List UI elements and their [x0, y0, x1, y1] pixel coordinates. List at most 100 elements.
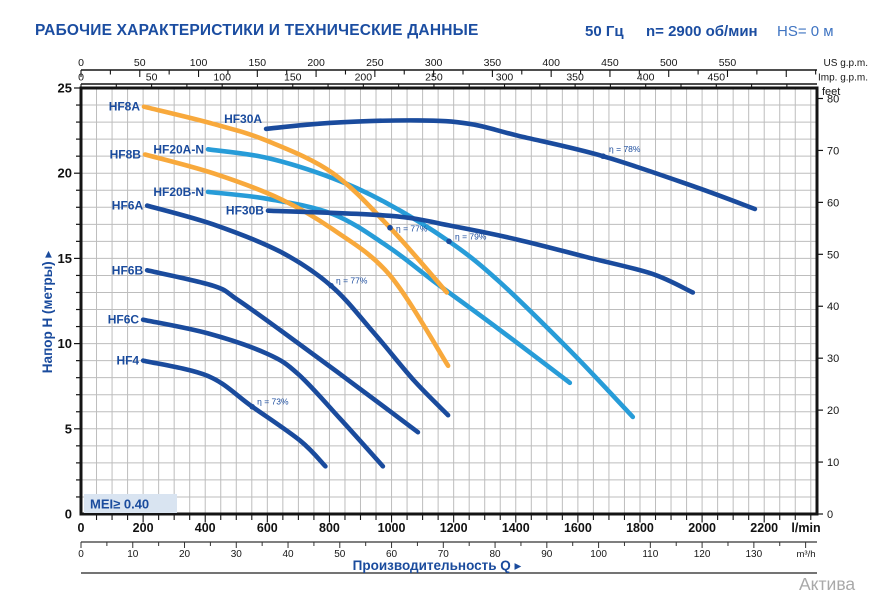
lmin-tick-label: 2200 — [750, 521, 778, 535]
efficiency-label-HF4: η = 73% — [257, 397, 289, 407]
efficiency-markers: η = 78% η = 77% η = 79% η = 77% η = 73% — [249, 144, 641, 410]
efficiency-dot-HF4 — [249, 403, 255, 410]
lmin-tick-label: 1800 — [626, 521, 654, 535]
top-axes: 0 50 100 150 200 250 300 350 400 450 500 550 US g.p.… — [78, 57, 868, 89]
feet-tick-label: 0 — [827, 509, 833, 521]
metres-tick-label: 5 — [65, 421, 72, 436]
m3h-axis: 0 10 20 30 40 50 60 70 80 90 100 110 120 130 m³/h — [78, 541, 817, 560]
speed-spec: n= 2900 об/мин — [646, 23, 758, 40]
m3h-tick-label: 10 — [127, 549, 139, 560]
curve-label-HF20B-N: HF20B-N — [153, 185, 204, 199]
feet-axis: feet 0 10 20 30 40 50 60 70 80 — [817, 86, 840, 521]
imp-gpm-tick-label: 400 — [637, 72, 655, 84]
feet-tick-label: 70 — [827, 145, 839, 157]
efficiency-dot-HF6A — [328, 282, 334, 289]
curve-HF20A-N — [205, 147, 636, 420]
efficiency-label-HF30A: η = 78% — [609, 144, 641, 154]
m3h-tick-label: 100 — [590, 549, 607, 560]
us-gpm-tick-label: 350 — [484, 57, 502, 69]
curve-HF6C — [140, 317, 386, 469]
curve-HF6B — [144, 268, 421, 435]
curves: HF20A-N HF20B-N HF8A HF8B HF30A HF30B HF6A HF6B… — [108, 100, 758, 469]
us-gpm-tick-label: 0 — [78, 57, 84, 69]
m3h-tick-label: 110 — [642, 549, 658, 560]
feet-tick-label: 40 — [827, 301, 839, 313]
feet-tick-label: 60 — [827, 197, 839, 209]
feet-tick-label: 50 — [827, 249, 839, 261]
us-gpm-tick-label: 100 — [190, 57, 208, 69]
frequency-spec: 50 Гц — [585, 23, 624, 40]
curve-label-HF6B: HF6B — [112, 263, 144, 277]
m3h-tick-label: 60 — [386, 549, 398, 560]
suction-head-spec: HS= 0 м — [777, 23, 834, 40]
lmin-tick-label: 1200 — [440, 521, 468, 535]
m3h-tick-label: 0 — [78, 549, 84, 560]
curve-label-HF8B: HF8B — [110, 147, 142, 161]
efficiency-label-HF6A: η = 77% — [336, 276, 368, 286]
us-gpm-tick-label: 300 — [425, 57, 443, 69]
us-gpm-unit-label: US g.p.m. — [824, 58, 868, 69]
m3h-tick-label: 70 — [438, 549, 450, 560]
curve-label-HF6A: HF6A — [112, 199, 144, 213]
lmin-tick-label: 1600 — [564, 521, 592, 535]
m3h-tick-label: 130 — [746, 549, 763, 560]
mei-badge: MEI≥ 0.40 — [84, 494, 177, 513]
m3h-tick-label: 30 — [231, 549, 243, 560]
curve-HF30A — [263, 118, 758, 212]
feet-tick-label: 10 — [827, 457, 839, 469]
us-gpm-tick-label: 50 — [134, 57, 146, 69]
us-gpm-tick-label: 400 — [542, 57, 560, 69]
efficiency-label-HF8A: η = 77% — [396, 224, 428, 234]
mei-badge-label: MEI≥ 0.40 — [90, 497, 149, 512]
m3h-tick-label: 80 — [490, 549, 502, 560]
metres-tick-label: 25 — [58, 81, 72, 96]
curve-label-HF30A: HF30A — [224, 112, 262, 126]
curve-label-HF8A: HF8A — [109, 100, 141, 114]
curve-HF20B-N — [205, 189, 573, 386]
us-gpm-tick-label: 500 — [660, 57, 678, 69]
efficiency-dot-HF20A-N — [446, 238, 452, 245]
m3h-unit-label: m³/h — [797, 549, 816, 560]
lmin-axis: 0 200 400 600 800 1000 1200 1400 1600 1800 2000 220… — [78, 515, 821, 535]
curve-label-HF4: HF4 — [116, 354, 139, 368]
lmin-unit-label: l/min — [791, 521, 820, 535]
feet-unit-label: feet — [822, 86, 840, 98]
feet-tick-label: 20 — [827, 405, 839, 417]
curve-label-HF30B: HF30B — [226, 204, 264, 218]
us-gpm-tick-label: 200 — [307, 57, 325, 69]
feet-tick-label: 80 — [827, 93, 839, 105]
y-axis-title: Напор H (метры) ▸ — [40, 251, 55, 374]
imp-gpm-tick-label: 200 — [355, 72, 373, 84]
imp-gpm-tick-label: 350 — [566, 72, 584, 84]
lmin-tick-label: 200 — [133, 521, 154, 535]
feet-tick-label: 30 — [827, 353, 839, 365]
metres-axis: 0 5 10 15 20 25 — [58, 81, 81, 522]
curve-HF30B — [265, 208, 696, 295]
us-gpm-tick-label: 250 — [366, 57, 384, 69]
metres-tick-label: 15 — [58, 251, 72, 266]
us-gpm-tick-label: 450 — [601, 57, 619, 69]
lmin-tick-label: 0 — [78, 521, 85, 535]
imp-gpm-tick-label: 0 — [78, 72, 84, 84]
metres-tick-label: 0 — [65, 507, 72, 522]
us-gpm-tick-label: 150 — [249, 57, 267, 69]
us-gpm-tick-label: 550 — [719, 57, 737, 69]
page-title: РАБОЧИЕ ХАРАКТЕРИСТИКИ И ТЕХНИЧЕСКИЕ ДАН… — [35, 22, 479, 39]
imp-gpm-tick-label: 250 — [425, 72, 443, 84]
lmin-tick-label: 400 — [195, 521, 216, 535]
lmin-tick-label: 2000 — [688, 521, 716, 535]
m3h-tick-label: 40 — [282, 549, 294, 560]
m3h-tick-label: 120 — [694, 549, 711, 560]
lmin-tick-label: 600 — [257, 521, 278, 535]
metres-tick-label: 20 — [58, 166, 72, 181]
curve-HF8A — [141, 104, 450, 295]
lmin-tick-label: 1000 — [378, 521, 406, 535]
efficiency-dot-HF30A — [600, 153, 606, 159]
lmin-tick-label: 1400 — [502, 521, 530, 535]
efficiency-dot-HF8A — [387, 224, 393, 231]
x-axis-title: Производительность Q ▸ — [353, 558, 522, 573]
imp-gpm-tick-label: 450 — [708, 72, 726, 84]
m3h-tick-label: 90 — [541, 549, 553, 560]
